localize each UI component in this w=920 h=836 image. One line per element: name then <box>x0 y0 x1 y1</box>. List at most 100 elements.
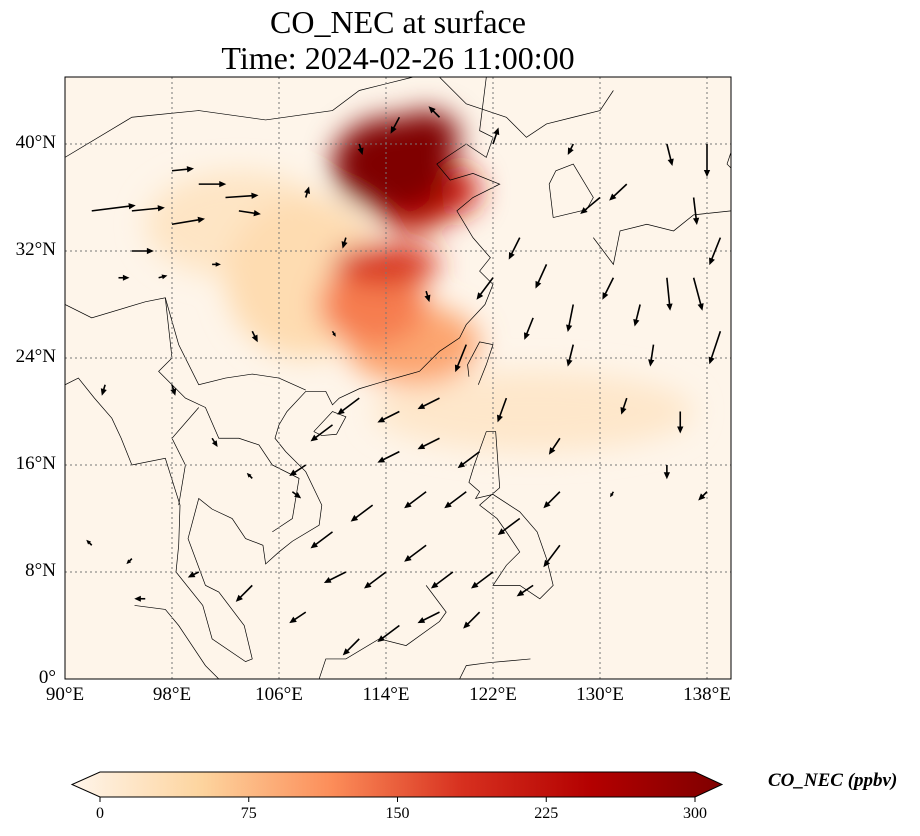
title-line-1: CO_NEC at surface <box>270 4 526 40</box>
wind-arrow <box>212 261 221 267</box>
wind-arrow <box>430 571 454 589</box>
wind-arrow <box>350 504 374 522</box>
wind-arrow <box>666 277 673 311</box>
coastline <box>65 77 413 158</box>
coastline <box>134 605 220 679</box>
wind-arrow <box>304 186 311 198</box>
colorbar-tick-label: 225 <box>534 805 559 822</box>
wind-arrow <box>131 247 154 255</box>
wind-arrow <box>404 544 427 562</box>
co-hotspot <box>319 264 427 345</box>
wind-arrow <box>663 465 671 480</box>
latitude-label: 0° <box>38 667 56 688</box>
wind-arrow <box>524 317 534 340</box>
wind-arrow <box>497 397 508 423</box>
wind-arrow <box>492 127 500 145</box>
colorbar-label: CO_NEC (ppbv) <box>768 770 898 791</box>
wind-arrow <box>610 491 615 498</box>
wind-arrow <box>692 277 704 311</box>
wind-arrow <box>692 197 700 225</box>
wind-arrow <box>134 595 146 602</box>
wind-arrow <box>390 116 401 134</box>
wind-arrow <box>463 611 481 629</box>
latitude-label: 8°N <box>25 560 56 581</box>
colorbar-bar <box>70 771 724 798</box>
wind-arrow <box>677 411 684 434</box>
wind-arrow <box>310 531 333 549</box>
coastlines <box>65 77 731 679</box>
wind-arrow <box>508 237 521 260</box>
wind-arrow <box>171 166 194 173</box>
coastline <box>65 297 306 391</box>
coastline <box>439 77 614 138</box>
wind-arrow <box>310 424 333 442</box>
wind-vectors <box>86 106 722 656</box>
wind-arrow <box>364 571 387 589</box>
wind-arrow <box>291 491 302 499</box>
wind-arrow <box>417 611 440 624</box>
latitude-label: 24°N <box>15 346 56 367</box>
coastline <box>726 151 731 169</box>
wind-arrow <box>567 143 574 155</box>
colorbar-tick-label: 150 <box>385 805 410 822</box>
latitude-label: 32°N <box>15 239 56 260</box>
colorbar-tick-label: 0 <box>96 805 104 822</box>
wind-arrow <box>171 216 205 226</box>
wind-arrow <box>457 450 481 469</box>
wind-arrow <box>609 183 628 201</box>
wind-arrow <box>126 558 133 565</box>
map-title: CO_NEC at surface Time: 2024-02-26 11:00… <box>65 4 731 76</box>
wind-arrow <box>602 277 615 300</box>
coastline <box>65 77 501 663</box>
longitude-label: 122°E <box>469 684 517 705</box>
wind-arrow <box>289 611 307 624</box>
co-hotspot <box>392 110 460 165</box>
wind-arrow <box>377 410 400 423</box>
wind-arrow <box>131 205 165 212</box>
wind-arrow <box>424 290 431 303</box>
wind-arrow <box>158 274 168 280</box>
wind-arrow <box>417 437 440 450</box>
co-concentration-field <box>145 110 694 452</box>
wind-arrow <box>471 571 494 589</box>
wind-arrow <box>225 192 259 199</box>
co-hotspot <box>372 371 694 452</box>
wind-arrow <box>100 384 107 396</box>
wind-arrow <box>566 304 575 332</box>
longitude-label: 106°E <box>255 684 303 705</box>
wind-arrow <box>666 143 674 166</box>
map-frame <box>64 76 732 680</box>
wind-arrow <box>251 330 258 343</box>
wind-arrow <box>709 237 722 266</box>
wind-arrow <box>235 584 253 602</box>
longitude-label: 90°E <box>45 684 85 705</box>
wind-arrow <box>341 237 348 249</box>
wind-arrow <box>323 571 347 583</box>
wind-arrow <box>342 638 360 656</box>
coastline <box>459 658 531 679</box>
title-line-2: Time: 2024-02-26 11:00:00 <box>221 40 575 76</box>
wind-arrow <box>198 180 227 188</box>
co-hotspot <box>332 244 440 285</box>
wind-arrow <box>118 274 130 281</box>
coastline <box>318 585 447 679</box>
longitude-label: 114°E <box>362 684 410 705</box>
wind-arrow <box>535 264 548 289</box>
coastline <box>313 411 347 436</box>
wind-arrow <box>377 624 400 642</box>
wind-arrow <box>331 330 336 337</box>
coastline <box>593 210 731 266</box>
wind-arrow <box>91 203 136 212</box>
wind-arrow <box>516 584 534 597</box>
wind-arrow <box>543 544 561 568</box>
longitude-label: 130°E <box>576 684 624 705</box>
wind-arrow <box>428 106 441 118</box>
longitude-label: 98°E <box>152 684 192 705</box>
latitude-label: 40°N <box>15 132 56 153</box>
wind-arrow <box>246 472 253 479</box>
gridlines <box>65 77 731 679</box>
colorbar-tick-label: 300 <box>683 805 707 822</box>
wind-arrow <box>289 464 307 476</box>
wind-arrow <box>703 144 711 177</box>
